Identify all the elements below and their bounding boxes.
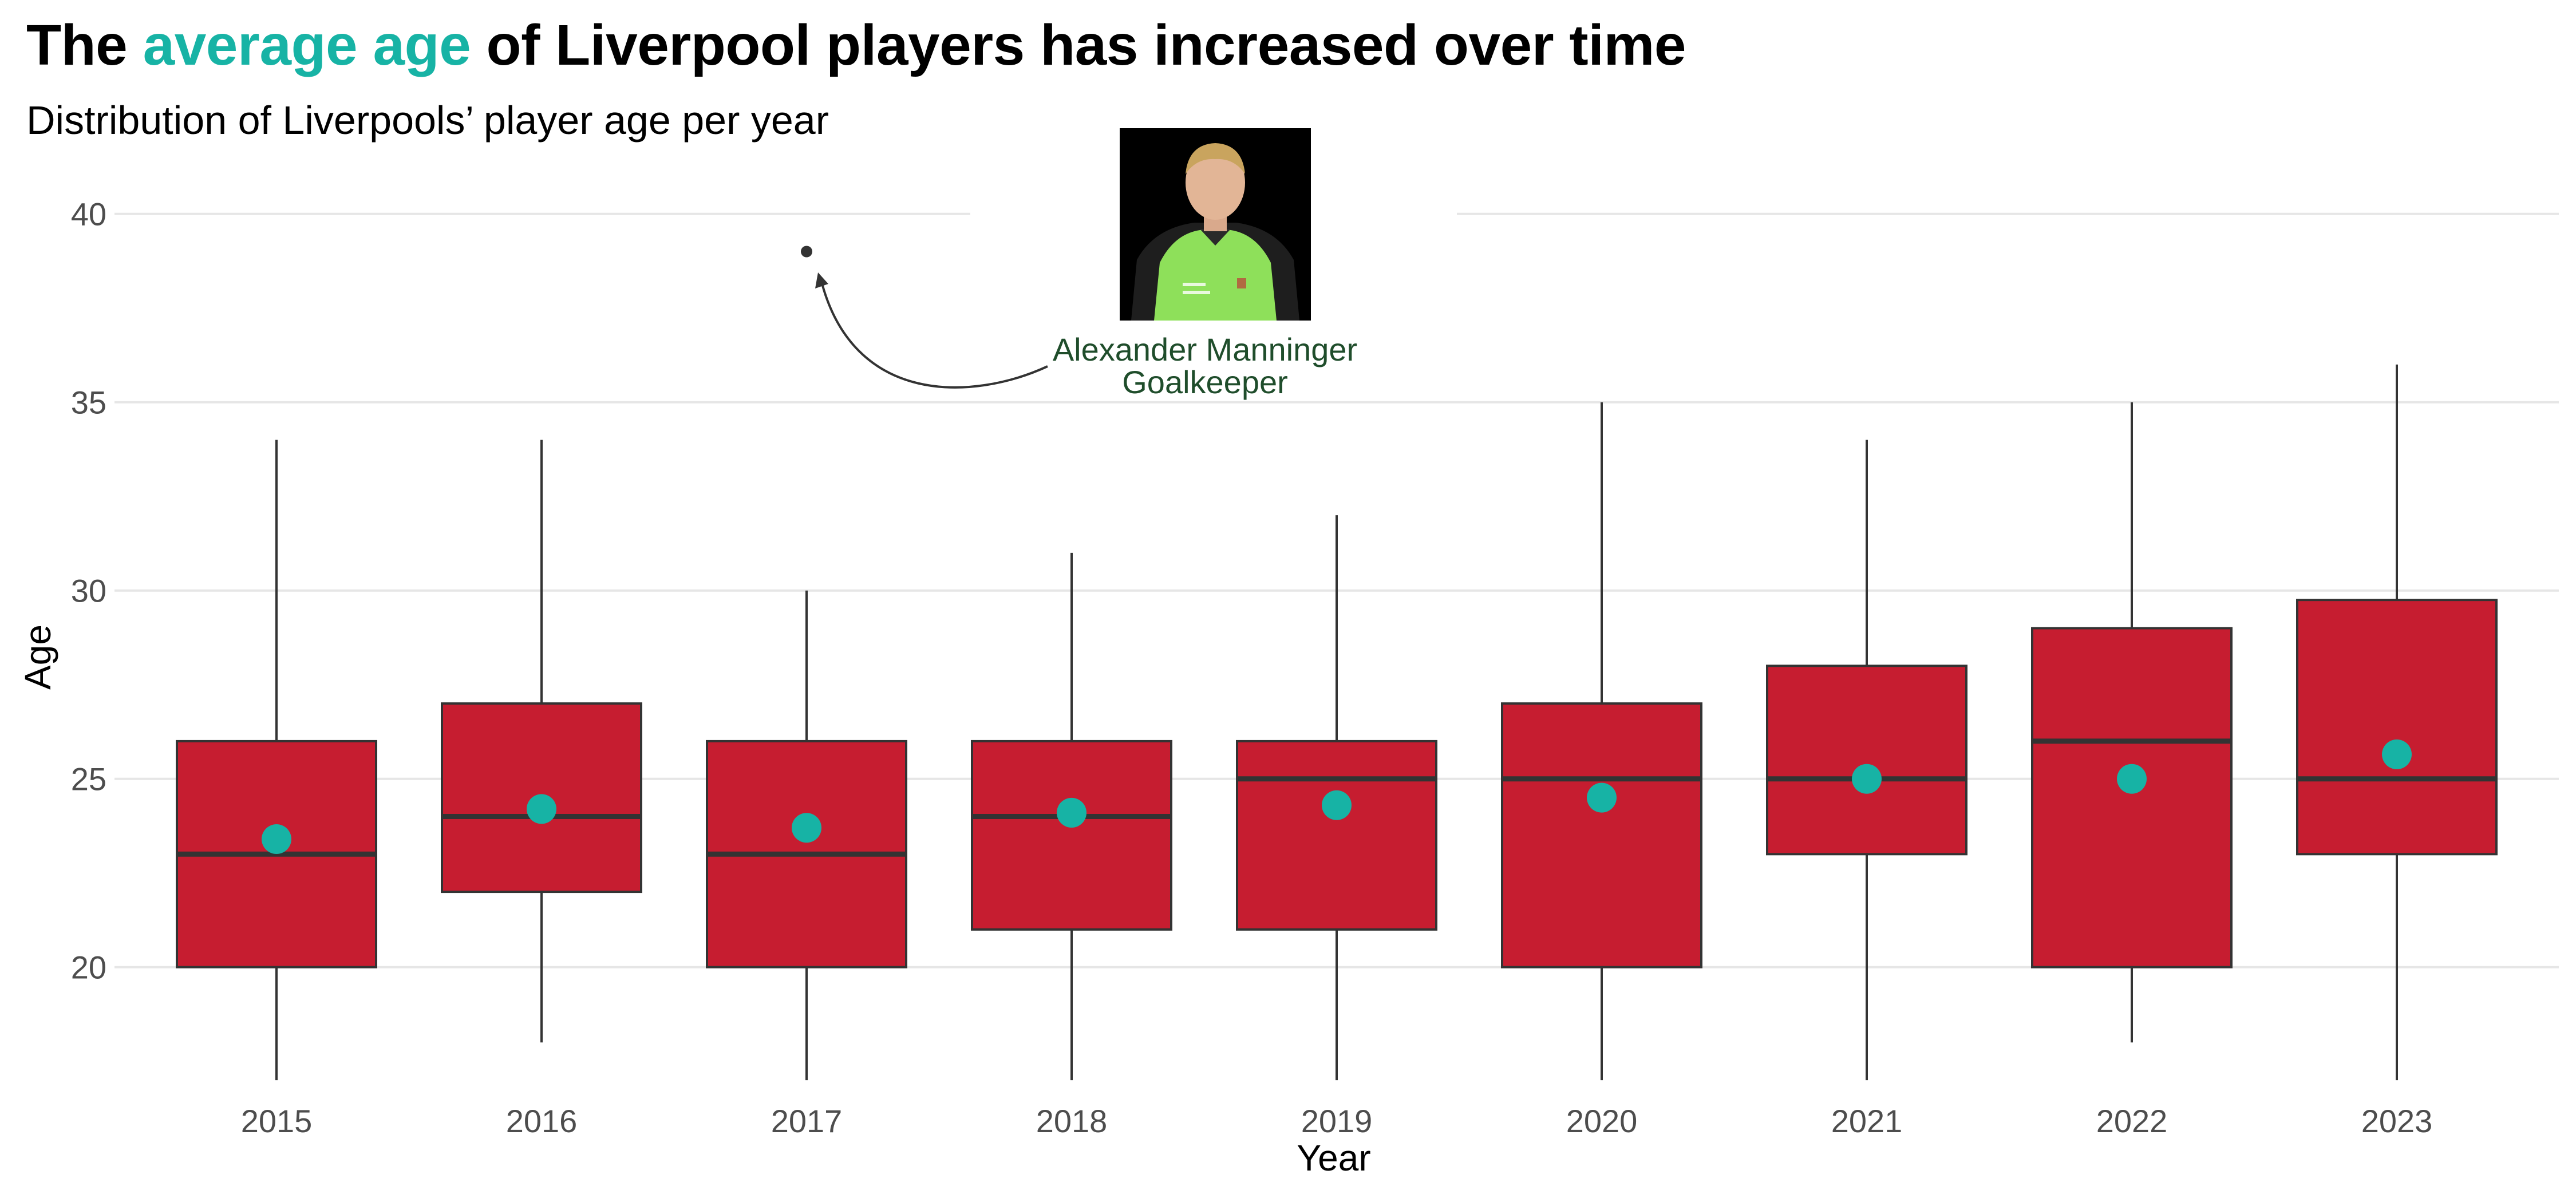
outlier-annotation: Alexander Manninger Goalkeeper bbox=[815, 272, 1357, 400]
annotation-role: Goalkeeper bbox=[1122, 364, 1288, 400]
y-tick-label-40: 40 bbox=[71, 196, 106, 232]
box-2020 bbox=[1501, 702, 1702, 968]
chart-title: The average age of Liverpool players has… bbox=[26, 13, 1686, 78]
x-tick-label-2023: 2023 bbox=[2361, 1103, 2433, 1139]
y-tick-label-20: 20 bbox=[71, 950, 106, 986]
mean-point-2022 bbox=[2117, 764, 2147, 794]
y-tick-label-30: 30 bbox=[71, 573, 106, 609]
mean-point-2020 bbox=[1587, 782, 1617, 813]
box-2023 bbox=[2296, 599, 2498, 856]
box-2018 bbox=[971, 740, 1172, 931]
title-suffix: of Liverpool players has increased over … bbox=[471, 13, 1686, 77]
x-tick-label-2018: 2018 bbox=[1036, 1103, 1108, 1139]
mean-point-2016 bbox=[527, 794, 556, 824]
x-axis-label: Year bbox=[1297, 1137, 1370, 1179]
annotation-arrowhead bbox=[815, 272, 828, 288]
x-tick-label-2020: 2020 bbox=[1566, 1103, 1638, 1139]
y-axis-label: Age bbox=[17, 624, 58, 690]
title-highlight: average age bbox=[143, 13, 471, 77]
x-tick-label-2017: 2017 bbox=[771, 1103, 843, 1139]
x-tick-label-2016: 2016 bbox=[506, 1103, 578, 1139]
y-tick-label-25: 25 bbox=[71, 761, 106, 797]
box-2022 bbox=[2031, 627, 2233, 968]
x-axis-tick-labels: 2015 2016 2017 2018 2019 2020 2021 2022 2023 bbox=[241, 1103, 2433, 1139]
y-tick-label-35: 35 bbox=[71, 385, 106, 421]
x-tick-label-2015: 2015 bbox=[241, 1103, 313, 1139]
chart-subtitle: Distribution of Liverpools’ player age p… bbox=[26, 98, 829, 143]
x-tick-label-2021: 2021 bbox=[1831, 1103, 1903, 1139]
x-tick-label-2022: 2022 bbox=[2096, 1103, 2168, 1139]
box-2019 bbox=[1236, 740, 1437, 931]
player-photo-icon bbox=[1120, 128, 1311, 321]
annotation-arrow bbox=[820, 279, 1048, 389]
mean-point-2017 bbox=[792, 813, 821, 843]
mean-point-2021 bbox=[1852, 764, 1882, 794]
mean-point-2015 bbox=[262, 824, 291, 854]
mean-point-2018 bbox=[1057, 797, 1086, 828]
outlier-point-2017 bbox=[801, 246, 812, 258]
mean-point-2023 bbox=[2382, 739, 2412, 769]
title-prefix: The bbox=[26, 13, 143, 77]
x-tick-label-2019: 2019 bbox=[1301, 1103, 1373, 1139]
y-axis-tick-labels: 20 25 30 35 40 bbox=[71, 196, 106, 986]
mean-point-2019 bbox=[1322, 790, 1352, 820]
boxes bbox=[176, 246, 2498, 1081]
box-2021 bbox=[1766, 665, 1967, 856]
annotation-name: Alexander Manninger bbox=[1053, 331, 1357, 367]
